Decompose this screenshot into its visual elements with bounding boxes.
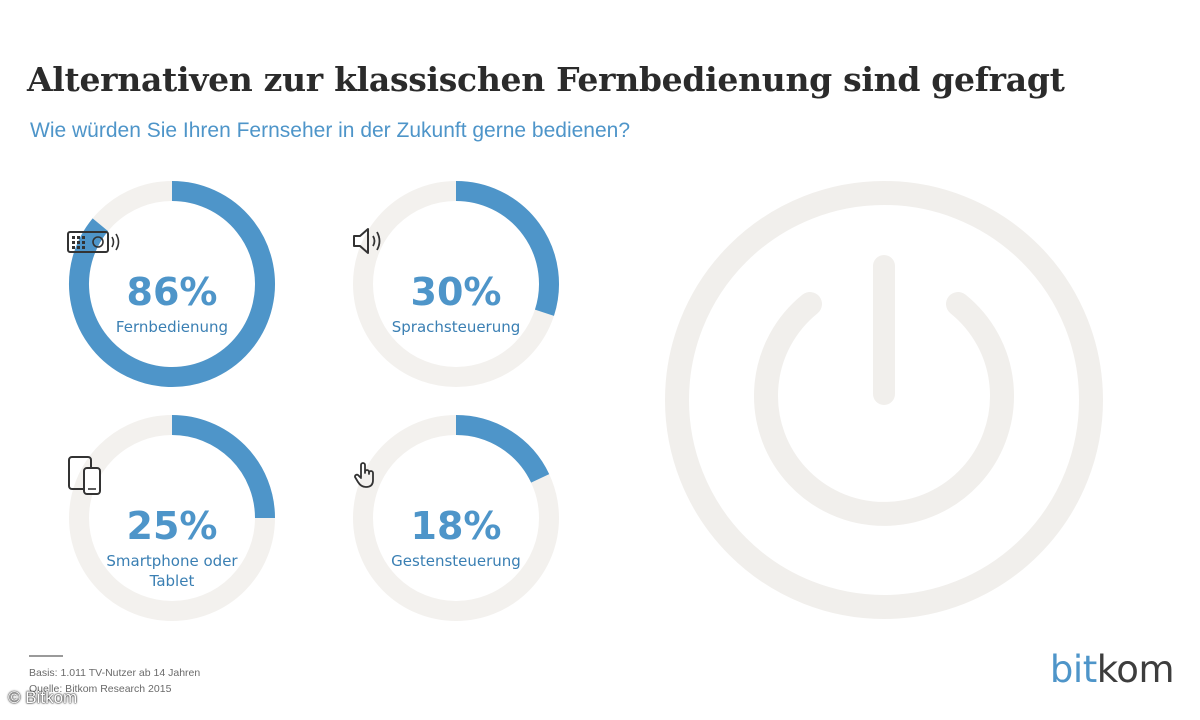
category-label: Gestensteuerung xyxy=(391,552,521,570)
bitkom-logo: bitkom xyxy=(1049,648,1175,691)
category-label: Sprachsteuerung xyxy=(391,318,521,336)
donut-ring xyxy=(69,415,275,621)
donut-gestensteuerung: 18% Gestensteuerung xyxy=(350,412,562,624)
percent-value: 18% xyxy=(410,504,502,548)
donut-ring xyxy=(353,181,559,387)
donut-value-arc xyxy=(69,181,275,387)
category-label: Fernbedienung xyxy=(115,318,229,336)
category-label: Smartphone oder Tablet xyxy=(106,552,238,590)
basis-text: Basis: 1.011 TV-Nutzer ab 14 Jahren xyxy=(29,667,201,679)
copyright-watermark: © Bitkom xyxy=(8,688,78,707)
percent-value: 30% xyxy=(410,270,502,314)
power-icon xyxy=(660,176,1108,629)
percent-value: 25% xyxy=(126,504,218,548)
percent-value: 86% xyxy=(126,270,218,314)
donut-value-arc xyxy=(171,415,275,519)
donut-sprachsteuerung: 30% Sprachsteuerung xyxy=(350,178,562,390)
donut-value-arc xyxy=(455,415,550,483)
chart-title: Alternativen zur klassischen Fernbedienu… xyxy=(27,60,1065,99)
donut-ring xyxy=(69,181,275,387)
chart-subtitle: Wie würden Sie Ihren Fernseher in der Zu… xyxy=(30,119,631,142)
donut-value-arc xyxy=(455,181,559,316)
source-note: Basis: 1.011 TV-Nutzer ab 14 Jahren Quel… xyxy=(29,665,200,697)
donut-fernbedienung: 86% Fernbedienung xyxy=(66,178,278,390)
footer-divider xyxy=(29,655,63,657)
donut-smartphone-tablet: 25% Smartphone oder Tablet xyxy=(66,412,278,624)
donut-ring xyxy=(353,415,559,621)
source-text: Quelle: Bitkom Research 2015 xyxy=(29,683,172,695)
